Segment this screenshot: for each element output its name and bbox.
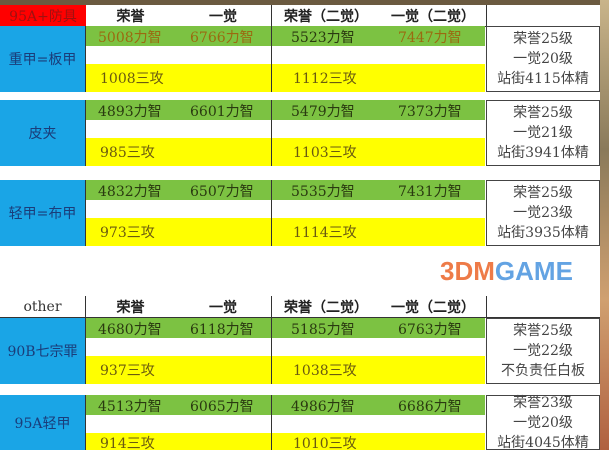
- spacer-row: [86, 46, 485, 64]
- stat-value: 4513力智: [98, 399, 162, 415]
- stat-value: 7447力智: [398, 30, 462, 46]
- attack-row-bg: [86, 64, 485, 92]
- notes-cell: 荣誉23级一觉20级站街4045体精: [486, 394, 600, 451]
- note-line: 一觉22级: [513, 343, 573, 359]
- armor-label: 轻甲=布甲: [0, 180, 86, 246]
- stat-value: 7431力智: [398, 184, 462, 200]
- stat-row-bg: [86, 318, 485, 338]
- column-header: 荣誉（二觉）: [271, 296, 380, 317]
- header-blank: [486, 296, 600, 317]
- attack-row-bg: [86, 433, 485, 450]
- photo-edge-right: [600, 0, 609, 450]
- column-divider: [271, 26, 272, 92]
- header-blank: [486, 5, 600, 26]
- stat-value: 6766力智: [190, 30, 254, 46]
- note-line: 荣誉25级: [513, 323, 573, 339]
- stat-value: 6065力智: [190, 399, 254, 415]
- notes-cell: 荣誉25级一觉22级不负责任白板: [486, 318, 600, 384]
- spacer-row: [86, 338, 485, 356]
- armor-label: 皮夹: [0, 100, 86, 166]
- header-corner: other: [0, 296, 86, 317]
- attack-value: 1038三攻: [293, 363, 357, 379]
- attack-row-bg: [86, 138, 485, 166]
- stat-value: 6507力智: [190, 184, 254, 200]
- attack-value: 973三攻: [100, 225, 155, 241]
- note-line: 一觉23级: [513, 205, 573, 221]
- attack-value: 1112三攻: [293, 71, 357, 87]
- note-line: 一觉21级: [513, 125, 573, 141]
- column-header: 一觉（二觉）: [391, 8, 475, 25]
- watermark: 3DMGAME: [440, 256, 573, 286]
- photo-edge: [0, 0, 609, 5]
- note-line: 不负责任白板: [501, 363, 585, 379]
- stat-value: 4986力智: [291, 399, 355, 415]
- column-divider: [271, 318, 272, 384]
- attack-value: 1114三攻: [293, 225, 357, 241]
- row-group: 90B七宗罪 4680力智 6118力智 5185力智 6763力智 937三攻 1038三…: [0, 318, 600, 384]
- stat-value: 5479力智: [291, 104, 355, 120]
- column-header: 一觉: [209, 8, 237, 25]
- note-line: 站街3935体精: [497, 225, 589, 241]
- attack-row-bg: [86, 356, 485, 384]
- stat-value: 5523力智: [291, 30, 355, 46]
- column-header: 荣誉: [116, 299, 145, 316]
- stat-value: 4680力智: [98, 322, 162, 338]
- note-line: 荣誉25级: [513, 105, 573, 121]
- header2: other 荣誉 一觉 荣誉（二觉） 一觉（二觉）: [0, 296, 600, 318]
- stat-row-bg: [86, 26, 485, 46]
- stat-row-bg: [86, 395, 485, 415]
- row-group: 轻甲=布甲 4832力智 6507力智 5535力智 7431力智 973三攻 1114三攻…: [0, 180, 600, 246]
- stat-value: 6601力智: [190, 104, 254, 120]
- attack-value: 1103三攻: [293, 145, 357, 161]
- column-divider: [271, 180, 272, 246]
- armor-label: 90B七宗罪: [0, 318, 86, 384]
- note-line: 一觉20级: [513, 51, 573, 67]
- attack-value: 1008三攻: [100, 71, 164, 87]
- notes-cell: 荣誉25级一觉20级站街4115体精: [486, 26, 600, 92]
- armor-label: 95A轻甲: [0, 395, 86, 450]
- row-group: 重甲=板甲 5008力智 6766力智 5523力智 7447力智 1008三攻 1112三…: [0, 26, 600, 92]
- stat-value: 6763力智: [398, 322, 462, 338]
- stat-value: 7373力智: [398, 104, 462, 120]
- column-divider: [271, 395, 272, 450]
- note-line: 荣誉25级: [513, 185, 573, 201]
- row-group: 95A轻甲 4513力智 6065力智 4986力智 6686力智 914三攻 1010三攻…: [0, 394, 600, 452]
- header-corner: 95A+防具: [0, 5, 86, 26]
- note-line: 站街3941体精: [497, 145, 589, 161]
- note-line: 一觉20级: [513, 414, 573, 431]
- stat-value: 6686力智: [398, 399, 462, 415]
- notes-cell: 荣誉25级一觉23级站街3935体精: [486, 180, 600, 246]
- attack-row-bg: [86, 218, 485, 246]
- spacer-row: [86, 415, 485, 433]
- column-divider: [271, 100, 272, 166]
- note-line: 荣誉23级: [513, 394, 573, 411]
- notes-cell: 荣誉25级一觉21级站街3941体精: [486, 100, 600, 166]
- stat-row-bg: [86, 180, 485, 200]
- stat-value: 5185力智: [291, 322, 355, 338]
- attack-value: 1010三攻: [293, 436, 357, 452]
- note-line: 荣誉25级: [513, 31, 573, 47]
- note-line: 站街4115体精: [497, 71, 589, 87]
- column-header: 一觉: [209, 299, 237, 316]
- stat-value: 4832力智: [98, 184, 162, 200]
- attack-value: 985三攻: [100, 145, 155, 161]
- spacer-row: [86, 200, 485, 218]
- row-group: 皮夹 4893力智 6601力智 5479力智 7373力智 985三攻 1103三攻 荣誉2…: [0, 100, 600, 166]
- column-header: 荣誉（二觉）: [271, 5, 380, 26]
- stat-value: 5535力智: [291, 184, 355, 200]
- spacer-row: [86, 120, 485, 138]
- header1: 95A+防具 荣誉 一觉 荣誉（二觉） 一觉（二觉）: [0, 5, 600, 27]
- note-line: 站街4045体精: [497, 434, 589, 451]
- attack-value: 937三攻: [100, 363, 155, 379]
- column-header: 一觉（二觉）: [391, 299, 475, 316]
- attack-value: 914三攻: [100, 436, 155, 452]
- armor-label: 重甲=板甲: [0, 26, 86, 92]
- stat-value: 5008力智: [98, 30, 162, 46]
- stat-value: 6118力智: [190, 322, 254, 338]
- stat-row-bg: [86, 100, 485, 120]
- column-header: 荣誉: [116, 8, 145, 25]
- stat-value: 4893力智: [98, 104, 162, 120]
